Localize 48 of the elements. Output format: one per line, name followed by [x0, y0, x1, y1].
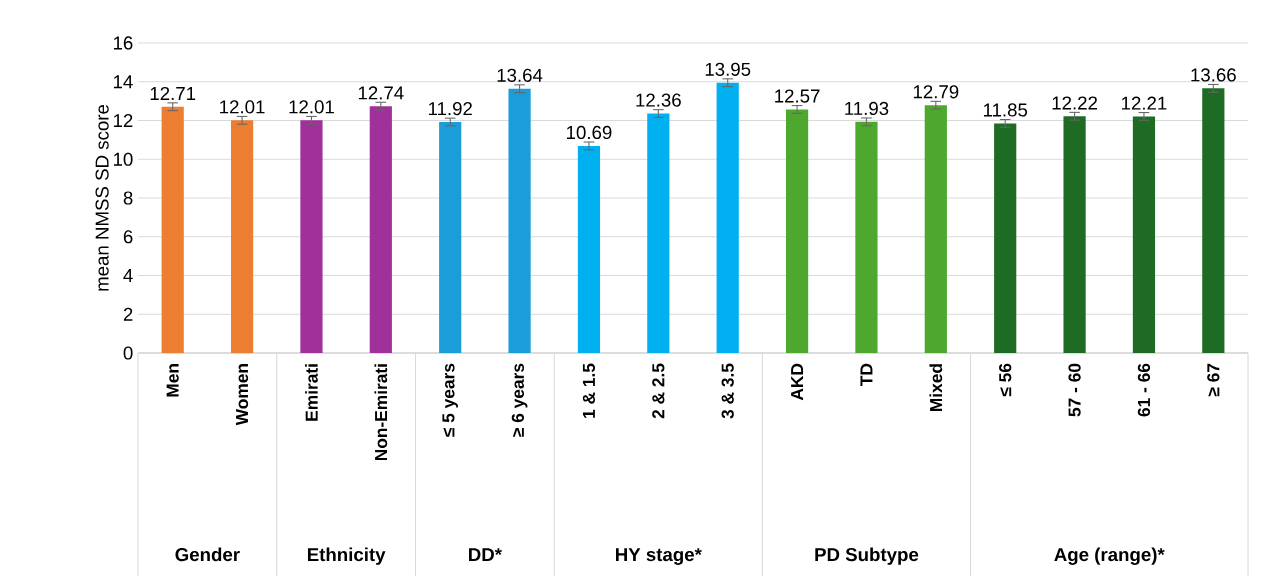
data-label: 11.92: [428, 102, 472, 116]
data-label: 12.71: [150, 86, 196, 100]
x-tick-label: Men: [166, 364, 179, 397]
y-tick-label: 16: [113, 36, 133, 50]
data-label: 11.85: [983, 103, 1028, 117]
data-label: 12.79: [913, 85, 959, 99]
data-label: 12.01: [289, 100, 334, 114]
x-tick-label: AKD: [791, 363, 804, 401]
x-tick-label: ≤ 5 years: [442, 363, 458, 437]
x-tick-label: Mixed: [929, 364, 943, 412]
x-tick-label: 2 & 2.5: [652, 363, 665, 419]
y-tick-label: 12: [113, 113, 133, 128]
x-tick-label: 1 & 1.5: [582, 363, 596, 418]
data-label: 10.69: [567, 125, 612, 140]
y-tick-label: 6: [123, 230, 133, 244]
y-tick-label: 10: [113, 152, 133, 166]
text: Age (range)*: [1054, 547, 1165, 565]
text: Ethnicity: [307, 547, 386, 565]
x-tick-label: 57 - 60: [1068, 363, 1081, 417]
y-tick-label: 14: [113, 75, 133, 89]
text: PD Subtype: [815, 547, 919, 565]
y-tick-label: 2: [123, 307, 133, 321]
data-label: 11.93: [845, 101, 889, 116]
data-label: 13.95: [705, 62, 751, 76]
x-tick-label: Women: [236, 364, 249, 426]
x-tick-label: TD: [860, 363, 873, 386]
data-label: 13.64: [497, 68, 543, 82]
data-label: 12.22: [1052, 96, 1097, 110]
x-tick-label: Non-Emirati: [374, 364, 388, 461]
y-tick-label: 4: [123, 269, 133, 282]
data-label: 12.74: [358, 86, 404, 100]
data-label: 12.01: [220, 100, 265, 114]
data-label: 12.21: [1122, 96, 1167, 110]
x-tick-label: Emirati: [305, 364, 318, 421]
y-axis-title: mean NMSS SD score: [95, 104, 109, 291]
data-label: 12.36: [636, 93, 681, 107]
data-label: 12.57: [775, 89, 820, 103]
y-tick-label: 8: [123, 191, 133, 205]
x-tick-label: 61 - 66: [1137, 363, 1151, 417]
x-tick-label: ≥ 67: [1207, 363, 1220, 397]
x-tick-label: ≥ 6 years: [511, 363, 528, 437]
text: DD*: [469, 548, 502, 561]
y-tick-label: 0: [123, 346, 133, 360]
text: HY stage*: [616, 548, 702, 565]
x-tick-label: 3 & 3.5: [721, 363, 734, 419]
text: Gender: [175, 547, 240, 562]
data-label: 13.66: [1191, 68, 1236, 82]
x-tick-label: ≤ 56: [999, 363, 1012, 397]
